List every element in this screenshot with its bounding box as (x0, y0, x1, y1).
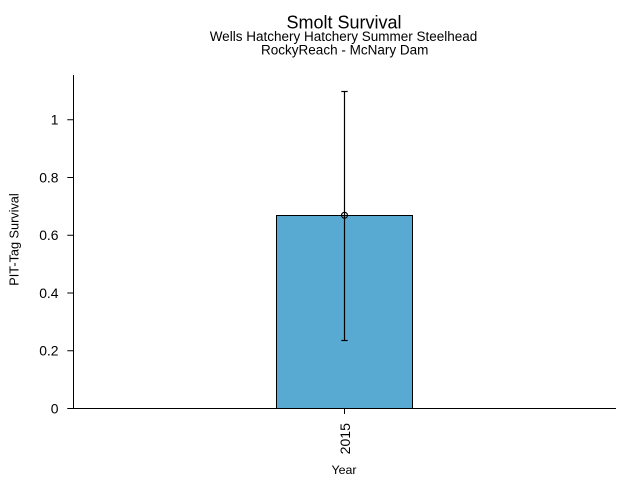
svg-text:Year: Year (331, 463, 356, 477)
svg-text:0: 0 (51, 400, 59, 416)
svg-text:RockyReach - McNary Dam: RockyReach - McNary Dam (261, 43, 428, 58)
svg-text:0.8: 0.8 (39, 169, 59, 185)
svg-text:0.4: 0.4 (39, 285, 59, 301)
svg-text:PIT-Tag Survival: PIT-Tag Survival (8, 193, 22, 285)
svg-text:1: 1 (51, 112, 59, 128)
svg-text:Smolt Survival: Smolt Survival (286, 13, 401, 33)
svg-text:2015: 2015 (337, 423, 353, 455)
svg-text:Wells Hatchery Hatchery Summer: Wells Hatchery Hatchery Summer Steelhead (210, 29, 478, 44)
svg-text:0.2: 0.2 (39, 343, 59, 359)
svg-text:0.6: 0.6 (39, 227, 59, 243)
